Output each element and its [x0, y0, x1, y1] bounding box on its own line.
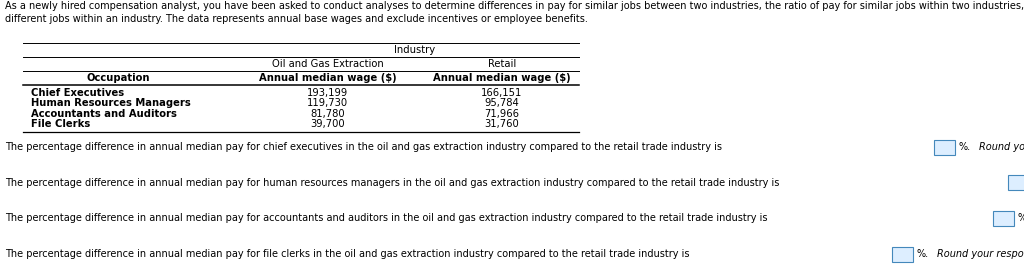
- Text: %.: %.: [1018, 213, 1024, 223]
- Text: 119,730: 119,730: [307, 98, 348, 108]
- Text: 95,784: 95,784: [484, 98, 519, 108]
- FancyBboxPatch shape: [934, 140, 954, 155]
- Text: 39,700: 39,700: [310, 119, 345, 129]
- Text: Round your response to the nearest hundredths place.: Round your response to the nearest hundr…: [937, 249, 1024, 259]
- Text: The percentage difference in annual median pay for human resources managers in t: The percentage difference in annual medi…: [5, 178, 782, 188]
- Text: As a newly hired compensation analyst, you have been asked to conduct analyses t: As a newly hired compensation analyst, y…: [5, 1, 1024, 11]
- Text: Oil and Gas Extraction: Oil and Gas Extraction: [271, 58, 384, 69]
- Text: Human Resources Managers: Human Resources Managers: [31, 98, 190, 108]
- Text: Round your response to the nearest hundredths place.: Round your response to the nearest hundr…: [979, 142, 1024, 152]
- Text: 71,966: 71,966: [484, 109, 519, 119]
- Text: different jobs within an industry. The data represents annual base wages and exc: different jobs within an industry. The d…: [5, 14, 588, 24]
- Text: 31,760: 31,760: [484, 119, 519, 129]
- Text: Retail: Retail: [487, 58, 516, 69]
- Text: 81,780: 81,780: [310, 109, 345, 119]
- Text: %.: %.: [958, 142, 971, 152]
- Text: Occupation: Occupation: [86, 73, 150, 83]
- Text: The percentage difference in annual median pay for file clerks in the oil and ga: The percentage difference in annual medi…: [5, 249, 693, 259]
- FancyBboxPatch shape: [1009, 175, 1024, 191]
- Text: %.: %.: [916, 249, 929, 259]
- Text: Chief Executives: Chief Executives: [31, 88, 124, 98]
- Text: Accountants and Auditors: Accountants and Auditors: [31, 109, 176, 119]
- Text: Annual median wage ($): Annual median wage ($): [433, 73, 570, 83]
- Text: 166,151: 166,151: [481, 88, 522, 98]
- Text: 193,199: 193,199: [307, 88, 348, 98]
- FancyBboxPatch shape: [892, 247, 912, 262]
- Text: Annual median wage ($): Annual median wage ($): [259, 73, 396, 83]
- Text: File Clerks: File Clerks: [31, 119, 90, 129]
- Text: The percentage difference in annual median pay for chief executives in the oil a: The percentage difference in annual medi…: [5, 142, 725, 152]
- FancyBboxPatch shape: [993, 211, 1014, 226]
- Text: The percentage difference in annual median pay for accountants and auditors in t: The percentage difference in annual medi…: [5, 213, 771, 223]
- Text: Industry: Industry: [394, 45, 435, 55]
